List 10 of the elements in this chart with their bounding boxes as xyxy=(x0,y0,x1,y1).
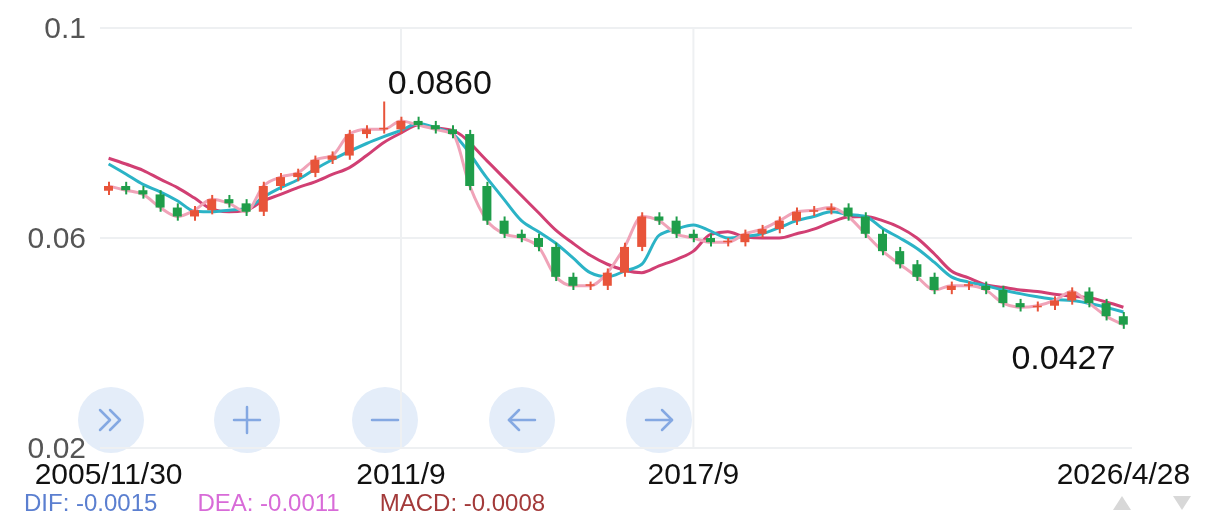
y-tick-label: 0.1 xyxy=(44,11,86,44)
text: MACD: -0.0008 xyxy=(379,488,546,518)
x-tick-label: 2026/4/28 xyxy=(1056,457,1191,490)
y-tick-label: 0.06 xyxy=(27,221,86,254)
text: DIF: -0.0015 xyxy=(24,488,158,518)
text: DEA: -0.0011 xyxy=(197,488,340,518)
annotation: 0.0427 xyxy=(1011,337,1116,376)
x-tick-label: 2017/9 xyxy=(647,457,740,490)
x-tick-label: 2011/9 xyxy=(356,457,446,490)
annotation: 0.0860 xyxy=(387,62,492,101)
